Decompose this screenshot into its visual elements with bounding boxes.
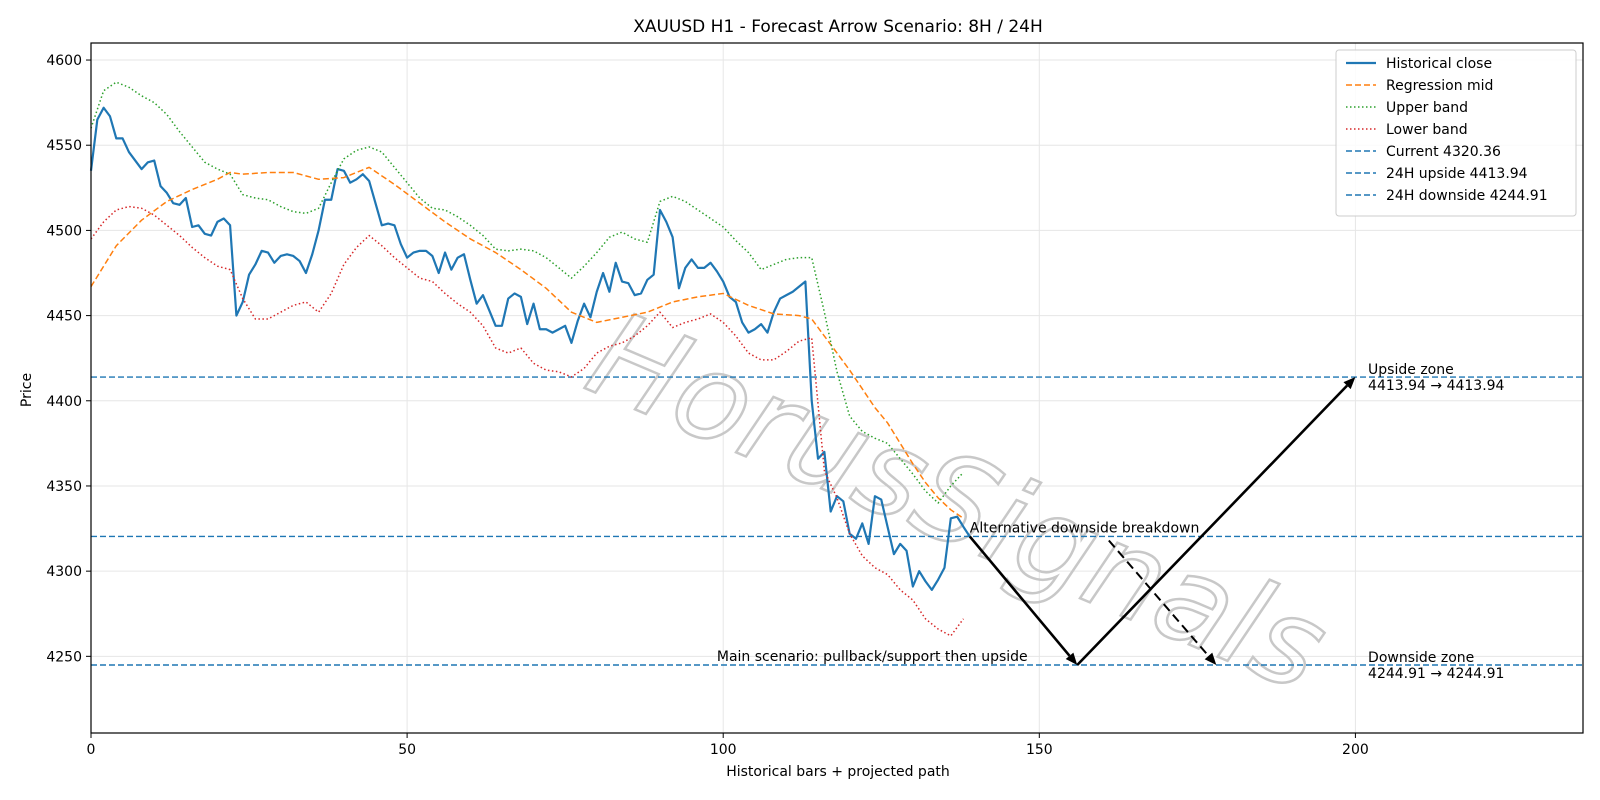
arrow-head xyxy=(1343,377,1356,390)
y-axis-ticks: 4250 4300 4350 4400 4450 4500 4550 4600 xyxy=(46,53,91,665)
arrow-line xyxy=(1108,539,1210,657)
legend-label: Lower band xyxy=(1386,122,1468,138)
x-tick-label: 200 xyxy=(1342,742,1369,758)
legend-label: Historical close xyxy=(1386,56,1492,72)
legend-label: Regression mid xyxy=(1386,78,1493,94)
chart-title: XAUUSD H1 - Forecast Arrow Scenario: 8H … xyxy=(633,17,1043,37)
annotation-alt-label: Alternative downside breakdown xyxy=(970,520,1200,536)
x-tick-label: 0 xyxy=(87,742,96,758)
legend-label: 24H downside 4244.91 xyxy=(1386,188,1548,204)
arrow-line xyxy=(968,535,1071,657)
x-tick-label: 50 xyxy=(398,742,416,758)
annotation-upside-title: Upside zone xyxy=(1368,362,1454,378)
annotation-main-label: Main scenario: pullback/support then ups… xyxy=(717,649,1028,665)
annotation-upside-range: 4413.94 → 4413.94 xyxy=(1368,378,1505,394)
annotation-downside-title: Downside zone xyxy=(1368,650,1474,666)
legend-label: 24H upside 4413.94 xyxy=(1386,166,1528,182)
y-tick-label: 4250 xyxy=(46,649,82,665)
series-lines xyxy=(89,81,971,637)
series-line xyxy=(90,81,964,504)
legend-label: Current 4320.36 xyxy=(1386,144,1501,160)
x-axis-ticks: 0 50 100 150 200 xyxy=(87,733,1369,758)
y-tick-label: 4350 xyxy=(46,479,82,495)
x-axis-label: Historical bars + projected path xyxy=(726,764,950,780)
series-line xyxy=(89,106,971,591)
arrow-head xyxy=(1204,652,1217,666)
y-tick-label: 4500 xyxy=(46,223,82,239)
annotation-downside-range: 4244.91 → 4244.91 xyxy=(1368,666,1504,682)
level-lines xyxy=(91,376,1583,666)
scenario-arrows xyxy=(968,377,1356,666)
y-tick-label: 4300 xyxy=(46,564,82,580)
legend: Historical close Regression mid Upper band… xyxy=(1335,49,1577,217)
plot-frame xyxy=(90,42,1584,734)
x-tick-label: 150 xyxy=(1026,742,1053,758)
arrow-head xyxy=(1065,652,1078,666)
y-tick-label: 4450 xyxy=(46,309,82,325)
grid xyxy=(90,43,1583,733)
series-line xyxy=(90,166,964,519)
y-tick-label: 4550 xyxy=(46,138,82,154)
arrow-line xyxy=(1076,384,1349,666)
series-line xyxy=(90,205,965,637)
x-tick-label: 100 xyxy=(710,742,737,758)
y-axis-label: Price xyxy=(19,373,35,407)
y-tick-label: 4400 xyxy=(46,394,82,410)
annotations: Alternative downside breakdown Main scena… xyxy=(717,362,1505,682)
legend-box xyxy=(1335,49,1577,217)
legend-label: Upper band xyxy=(1386,100,1468,116)
y-tick-label: 4600 xyxy=(46,53,82,69)
